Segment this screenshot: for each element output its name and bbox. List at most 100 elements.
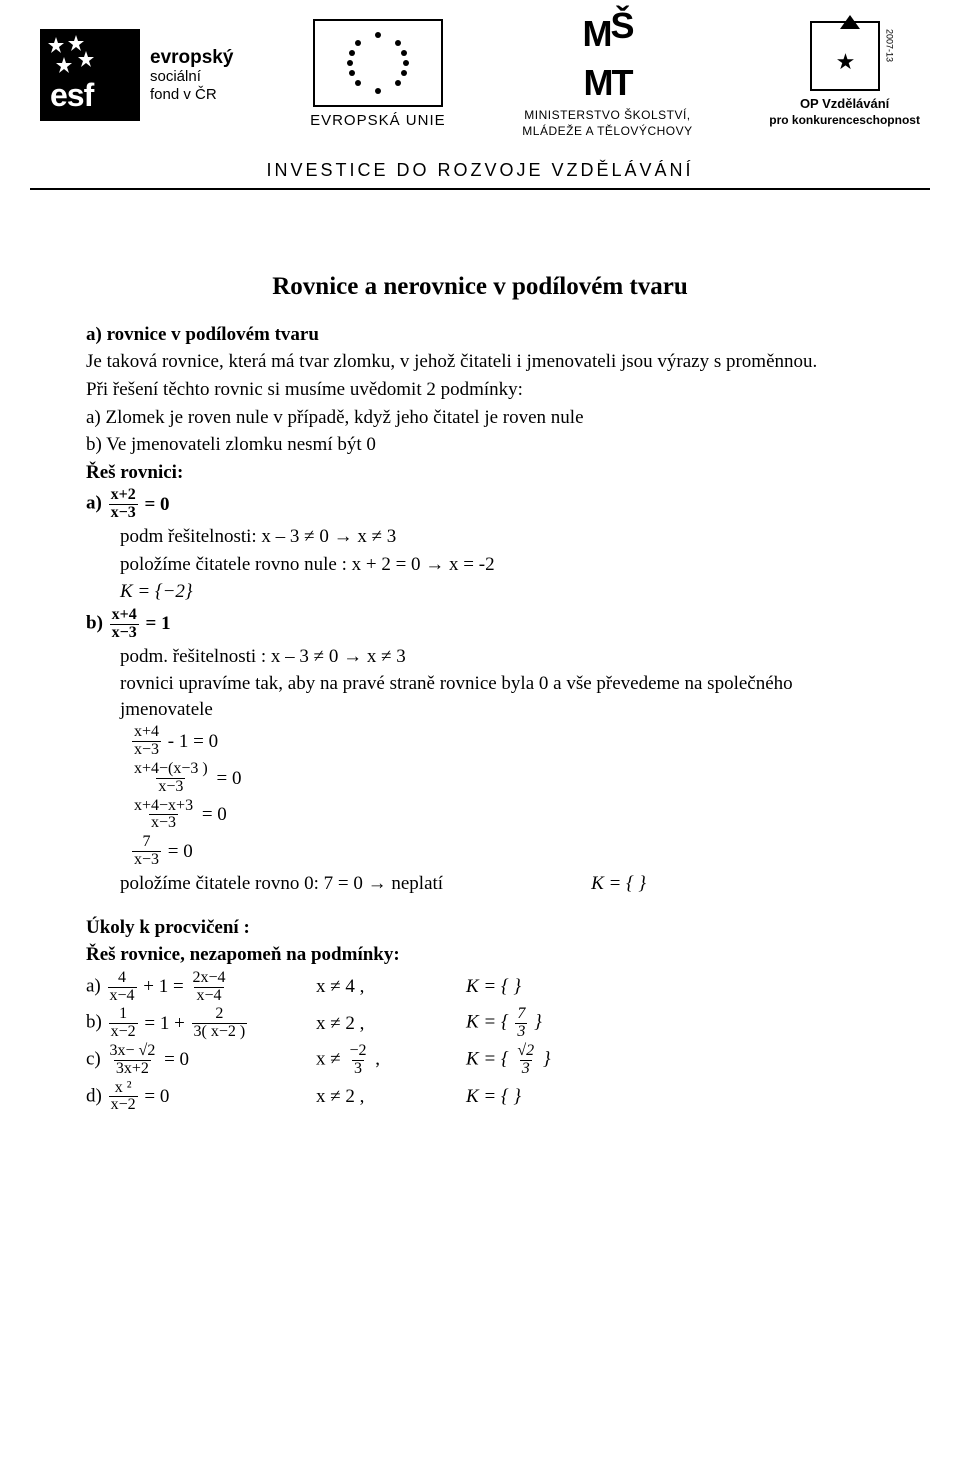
frac-den: x−4 [108,987,137,1005]
logo-opvk: ★ 2007-13 OP Vzdělávání pro konkurencesc… [769,21,920,129]
frac-den: x−3 [132,741,161,759]
opvk-years: 2007-13 [883,29,895,62]
task-d-cond: x ≠ 2 , [316,1084,466,1110]
ex-a-cond: podm řešitelnosti: x – 3 ≠ 0 → x ≠ 3 [86,524,874,550]
ex-a-K: K = {−2} [86,579,874,605]
task-a: a) 4 x−4 + 1 = 2x−4 x−4 x ≠ 4 , K = { } [86,970,874,1005]
intro-p1: Je taková rovnice, která má tvar zlomku,… [86,349,874,375]
eu-flag [313,19,443,107]
frac-num: x+4 [132,724,161,741]
ex-a-rhs: = 0 [144,492,169,518]
frac-den: 3 [515,1023,527,1041]
step2-frac: x+4−(x−3 ) x−3 [132,761,210,796]
solve-heading: Řeš rovnici: [86,460,874,486]
step-4: 7 x−3 = 0 [86,834,874,869]
frac-den: x−2 [109,1096,138,1114]
task-b-Kfrac: 73 [515,1006,527,1041]
esf-l3: fond v ČR [150,86,233,103]
msmt-abbr: MŠ MT [522,10,692,107]
step1-tail: - 1 = 0 [168,729,218,755]
step3-frac: x+4−x+3 x−3 [132,798,195,833]
ex-a: a) x+2 x−3 = 0 [86,487,874,522]
frac-num: 3x− √2 [108,1043,158,1060]
ex-a-set: položíme čitatele rovno nule : x + 2 = 0… [86,552,874,578]
task-a-mid: + 1 = [143,974,183,1000]
task-a-f1: 4 x−4 [108,970,137,1005]
msmt-line2: MLÁDEŽE A TĚLOVÝCHOVY [522,123,692,139]
frac-den: x−3 [132,851,161,869]
task-c-K: K = { √23 } [466,1043,646,1078]
logo-eu: EVROPSKÁ UNIE [310,19,446,131]
ex-b-frac: x+4 x−3 [110,607,139,642]
document-body: Rovnice a nerovnice v podílovém tvaru a)… [0,270,960,1156]
frac-den: x−4 [194,987,223,1005]
k-pre: K = { [466,1012,513,1033]
task-c-Kfrac: √23 [515,1043,536,1078]
star-icon: ★ [836,47,856,77]
frac-num: −2 [347,1043,368,1060]
frac-num: x+4−(x−3 ) [132,761,210,778]
step-1: x+4 x−3 - 1 = 0 [86,724,874,759]
ex-a-label: a) [86,493,102,514]
opvk-line1: OP Vzdělávání [769,95,920,113]
step4-tail: = 0 [168,839,193,865]
cond-post: , [370,1049,380,1070]
task-c-eq: c) 3x− √2 3x+2 = 0 [86,1043,316,1078]
step-2: x+4−(x−3 ) x−3 = 0 [86,761,874,796]
task-c-cond: x ≠ −23 , [316,1043,466,1078]
task-c-tail: = 0 [164,1047,189,1073]
task-d-K: K = { } [466,1084,646,1110]
step-3: x+4−x+3 x−3 = 0 [86,798,874,833]
frac-num: x+2 [109,487,138,504]
ex-a-K-text: K = {−2} [120,581,193,602]
eu-stars-icon [315,21,441,105]
msmt-line1: MINISTERSTVO ŠKOLSTVÍ, [522,107,692,123]
step2-tail: = 0 [216,766,241,792]
esf-abbr: esf [50,74,93,117]
tasks-h2: Řeš rovnice, nezapomeň na podmínky: [86,942,874,968]
opvk-line2: pro konkurenceschopnost [769,112,920,128]
task-b-K: K = { 73 } [466,1006,646,1041]
intro-p2: Při řešení těchto rovnic si musíme uvědo… [86,377,874,403]
task-b-f2: 2 3( x−2 ) [192,1006,248,1041]
task-b-eq: b) 1 x−2 = 1 + 2 3( x−2 ) [86,1006,316,1041]
task-a-f2: 2x−4 x−4 [190,970,227,1005]
intro-cond-a: a) Zlomek je roven nule v případě, když … [86,405,874,431]
task-b-cond: x ≠ 2 , [316,1011,466,1037]
ex-b-text-span: rovnici upravíme tak, aby na pravé stran… [120,673,793,720]
ex-b-rhs: = 1 [146,611,171,637]
step5-K: K = { } [591,871,646,897]
task-b-mid: = 1 + [144,1011,184,1037]
task-a-cond: x ≠ 4 , [316,974,466,1000]
logo-esf: esf evropský sociální fond v ČR [40,29,233,121]
frac-num: x+4−x+3 [132,798,195,815]
frac-den: 3 [520,1060,532,1078]
frac-den: x−3 [156,778,185,796]
task-a-eq: a) 4 x−4 + 1 = 2x−4 x−4 [86,970,316,1005]
invest-tagline: INVESTICE DO ROZVOJE VZDĚLÁVÁNÍ [0,148,960,188]
cond-pre: x ≠ [316,1049,345,1070]
frac-den: x−3 [110,624,139,642]
frac-num: 2x−4 [190,970,227,987]
k-post: } [538,1049,550,1070]
esf-square: esf [40,29,140,121]
frac-den: 3 [352,1060,364,1078]
logo-msmt: MŠ MT MINISTERSTVO ŠKOLSTVÍ, MLÁDEŽE A T… [522,10,692,140]
task-d-label: d) [86,1085,102,1106]
k-pre: K = { [466,1049,513,1070]
task-a-label: a) [86,975,101,996]
task-b-f1: 1 x−2 [109,1006,138,1041]
task-d: d) x ² x−2 = 0 x ≠ 2 , K = { } [86,1080,874,1115]
ex-b-cond: podm. řešitelnosti : x – 3 ≠ 0 → x ≠ 3 [86,644,874,670]
frac-den: x−3 [149,814,178,832]
task-d-tail: = 0 [144,1084,169,1110]
step3-tail: = 0 [202,802,227,828]
esf-l2: sociální [150,68,233,85]
task-b: b) 1 x−2 = 1 + 2 3( x−2 ) x ≠ 2 , K = { … [86,1006,874,1041]
frac-num: x ² [113,1080,134,1097]
intro-heading: a) rovnice v podílovém tvaru [86,322,874,348]
frac-den: 3( x−2 ) [192,1023,248,1041]
task-a-K: K = { } [466,974,646,1000]
task-d-f1: x ² x−2 [109,1080,138,1115]
step-5: položíme čitatele rovno 0: 7 = 0 → nepla… [86,871,874,897]
